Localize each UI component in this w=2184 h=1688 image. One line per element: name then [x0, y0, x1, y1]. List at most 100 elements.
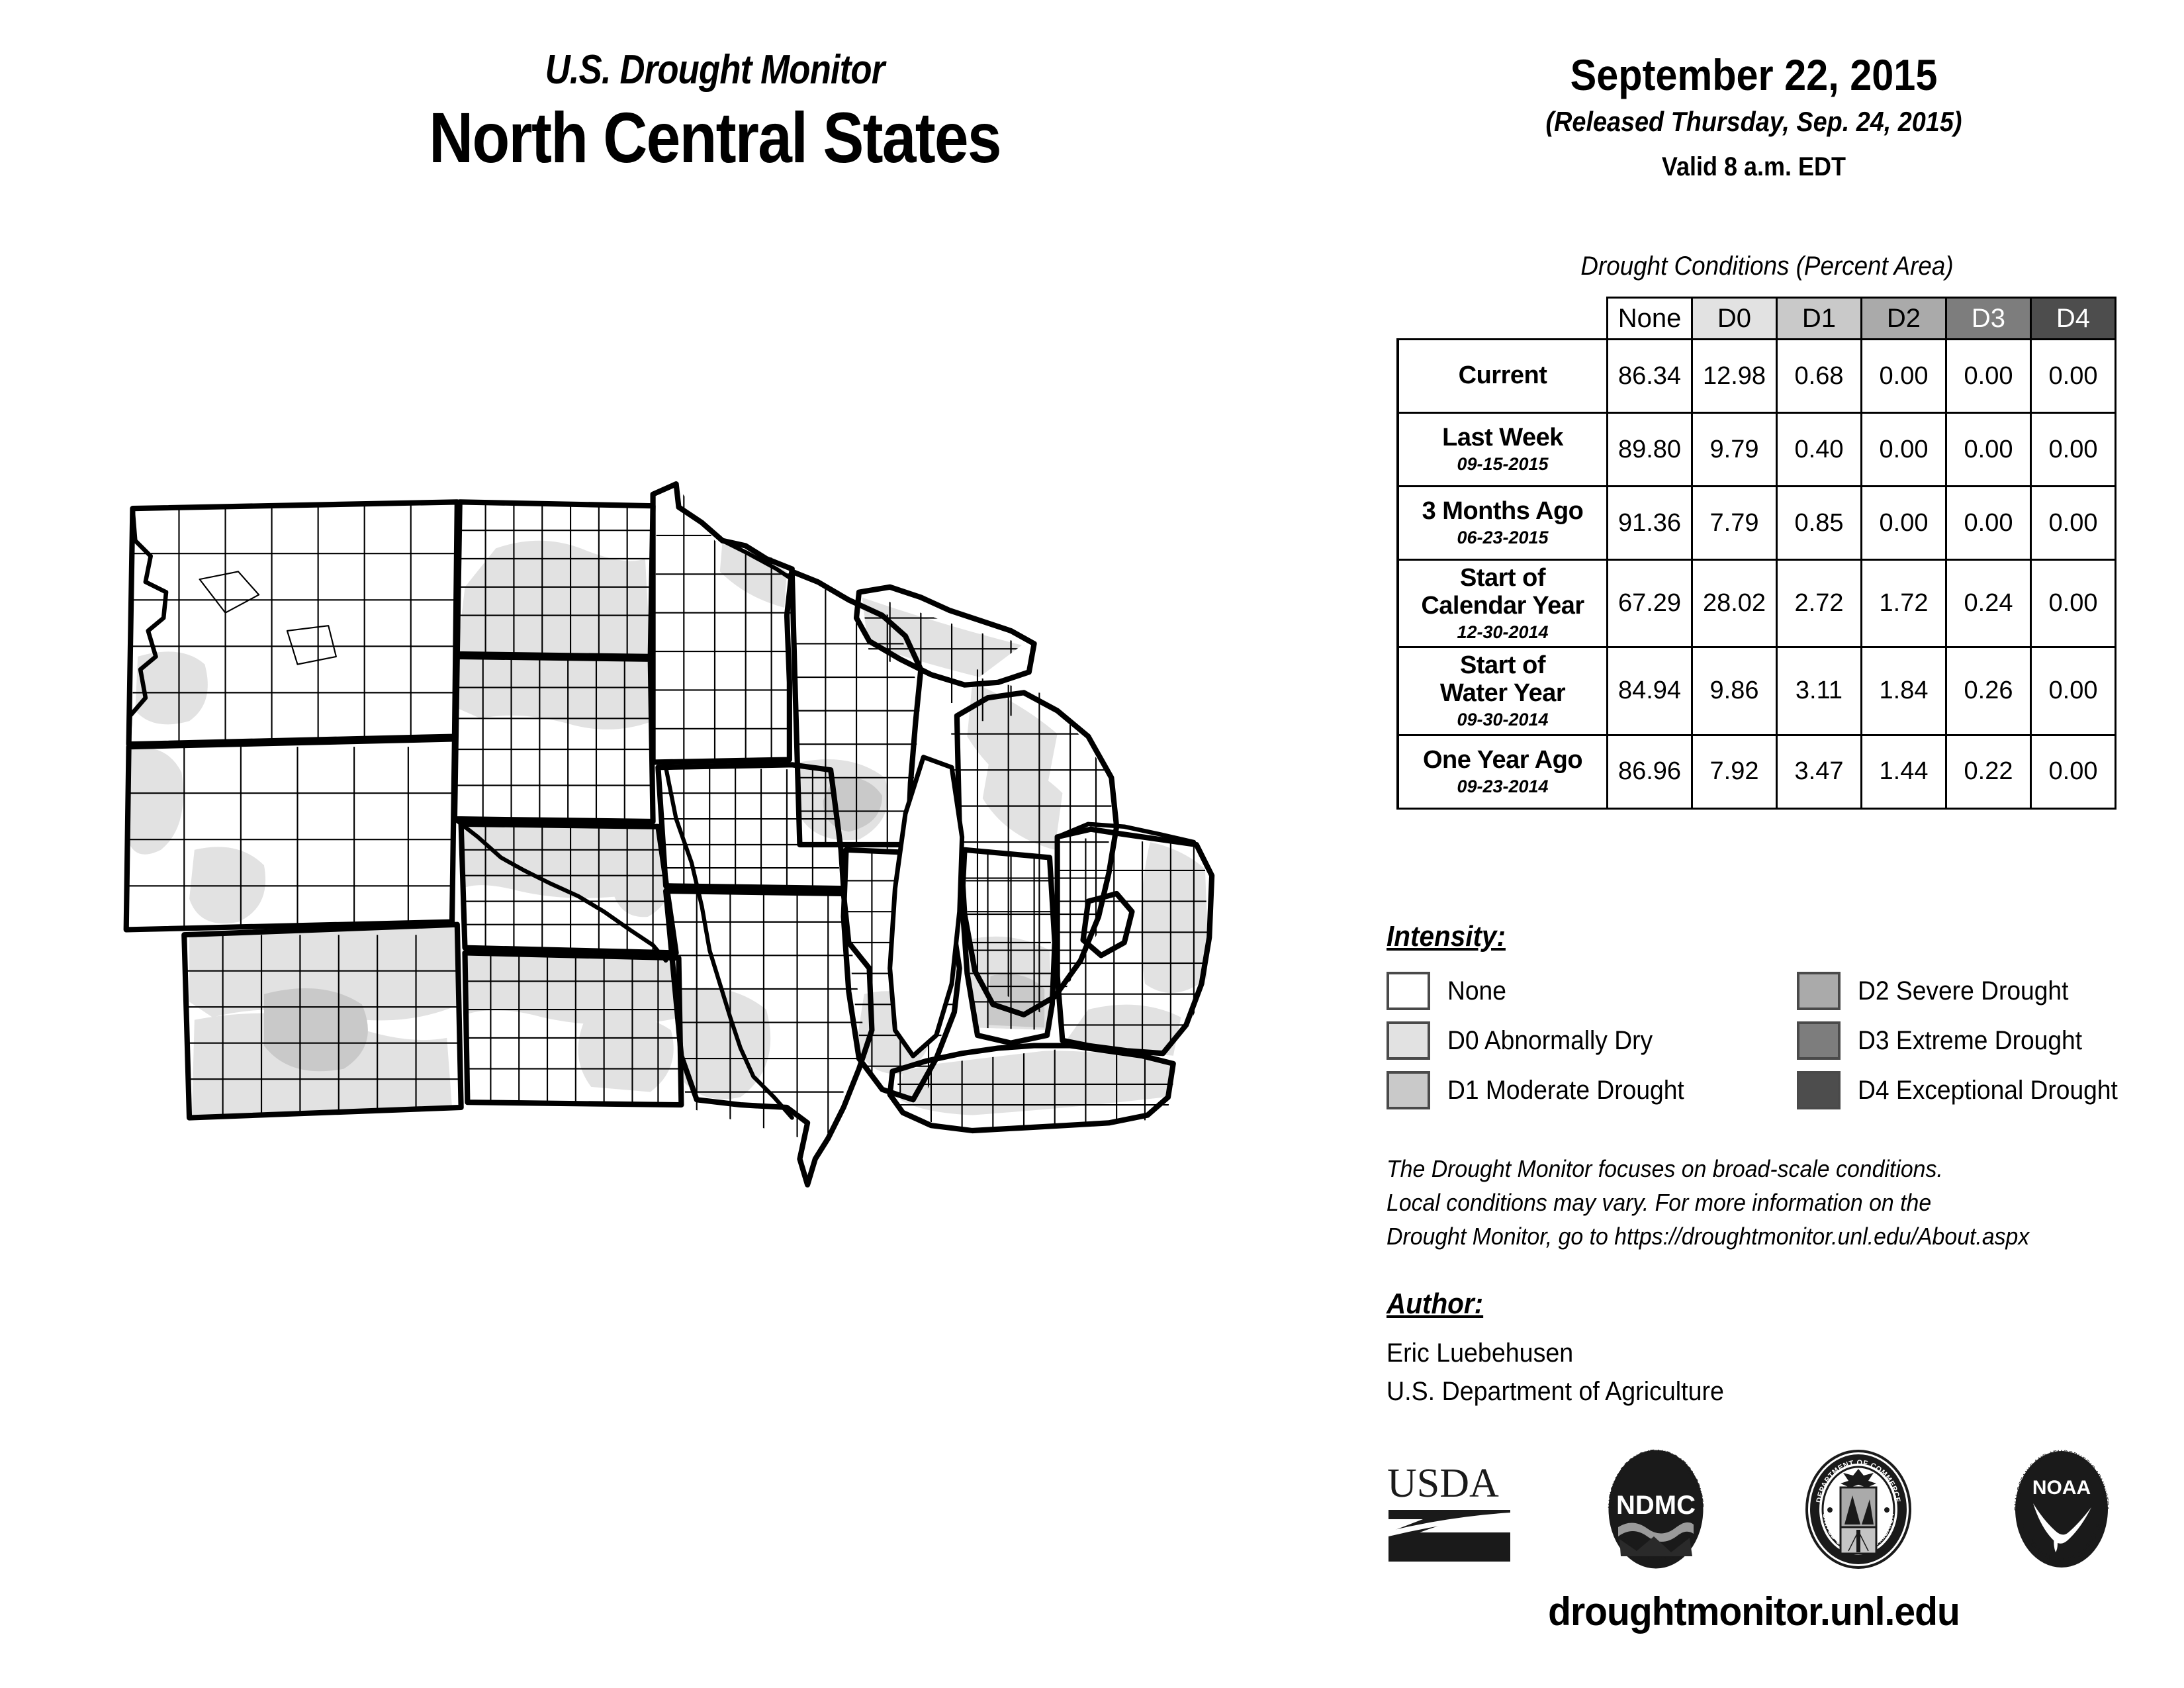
table-cell-none: 67.29: [1606, 558, 1693, 649]
legend-label: D4 Exceptional Drought: [1858, 1075, 2118, 1105]
table-cell-d4: 0.00: [2030, 558, 2116, 649]
table-corner-cell: [1398, 298, 1608, 340]
table-cell-d3: 0.24: [1945, 558, 2032, 649]
row-label: 3 Months Ago 06-23-2015: [1396, 485, 1608, 561]
row-label-line: 3 Months Ago: [1422, 497, 1584, 526]
author-block: Eric Luebehusen U.S. Department of Agric…: [1387, 1334, 1724, 1411]
table-cell-d0: 7.79: [1691, 485, 1778, 561]
table-cell-d1: 0.40: [1776, 412, 1862, 487]
table-header-row: None D0 D1 D2 D3 D4: [1398, 297, 2116, 340]
table-row: 3 Months Ago 06-23-2015 91.36 7.79 0.85 0.00 0…: [1396, 485, 2116, 561]
valid-date: September 22, 2015: [1570, 50, 1938, 99]
table-cell-none: 91.36: [1606, 485, 1693, 561]
table-cell-d0: 12.98: [1691, 338, 1778, 414]
table-cell-d4: 0.00: [2030, 485, 2116, 561]
released-date: (Released Thursday, Sep. 24, 2015): [1545, 106, 1962, 137]
drought-conditions-table: None D0 D1 D2 D3 D4 Current 86.34 12.98 0.68 0.00…: [1396, 297, 2116, 810]
row-label-date: 09-30-2014: [1457, 709, 1549, 729]
legend-item-d2: D2 Severe Drought: [1797, 972, 2084, 1010]
legend-swatch: [1387, 1021, 1430, 1060]
legend-label: D2 Severe Drought: [1858, 976, 2069, 1006]
page-subtitle: U.S. Drought Monitor: [545, 47, 886, 93]
table-cell-d2: 1.72: [1860, 558, 1947, 649]
row-label: One Year Ago 09-23-2014: [1396, 733, 1608, 810]
table-cell-d3: 0.00: [1945, 412, 2032, 487]
table-cell-d4: 0.00: [2030, 338, 2116, 414]
legend-label: D3 Extreme Drought: [1858, 1025, 2083, 1055]
intensity-heading: Intensity:: [1387, 920, 1506, 953]
legend-item-d4: D4 Exceptional Drought: [1797, 1071, 2137, 1109]
table-cell-none: 86.34: [1606, 338, 1693, 414]
legend-swatch: [1387, 1071, 1430, 1109]
logo-strip: USDA NATIONAL DROUGHT MITIGATION CENTER …: [1383, 1443, 2124, 1575]
row-label: Start of Calendar Year 12-30-2014: [1396, 558, 1608, 649]
table-row: One Year Ago 09-23-2014 86.96 7.92 3.47 1.44 0…: [1396, 733, 2116, 810]
legend-item-d0: D0 Abnormally Dry: [1387, 1021, 1668, 1060]
author-agency: U.S. Department of Agriculture: [1387, 1377, 1724, 1406]
table-header-d2: D2: [1860, 297, 1947, 340]
table-cell-d2: 0.00: [1860, 412, 1947, 487]
legend-item-none: None: [1387, 972, 1511, 1010]
usda-logo: USDA: [1387, 1461, 1510, 1562]
row-label-line: Start of: [1460, 651, 1546, 680]
table-header-d3: D3: [1945, 297, 2032, 340]
table-cell-d0: 9.79: [1691, 412, 1778, 487]
row-label: Start of Water Year 09-30-2014: [1396, 646, 1608, 736]
table-cell-d4: 0.00: [2030, 646, 2116, 736]
row-label-date: 09-23-2014: [1457, 776, 1549, 796]
legend-swatch: [1797, 1021, 1841, 1060]
legend-swatch: [1797, 1071, 1841, 1109]
table-header-d0: D0: [1691, 297, 1778, 340]
page-title-block: U.S. Drought Monitor North Central State…: [199, 50, 1231, 175]
row-label-line: Water Year: [1439, 679, 1566, 708]
page-title: North Central States: [429, 97, 1001, 177]
row-label-date: 06-23-2015: [1457, 528, 1549, 548]
table-cell-d1: 0.85: [1776, 485, 1862, 561]
drought-map[interactable]: [60, 463, 1370, 1417]
table-cell-d3: 0.00: [1945, 338, 2032, 414]
row-label-line: Start of: [1460, 564, 1546, 592]
footer-url: droughtmonitor.unl.edu: [1548, 1589, 1960, 1634]
svg-text:NOAA: NOAA: [2032, 1477, 2091, 1499]
legend-swatch: [1797, 972, 1841, 1010]
county-boundaries: [128, 484, 1210, 1144]
row-label: Current: [1396, 338, 1608, 414]
disclaimer-line-3: Drought Monitor, go to https://droughtmo…: [1387, 1223, 2030, 1250]
legend-item-d1: D1 Moderate Drought: [1387, 1071, 1702, 1109]
table-row: Start of Water Year 09-30-2014 84.94 9.86 3.1…: [1396, 646, 2116, 736]
table-cell-d2: 0.00: [1860, 485, 1947, 561]
legend-swatch: [1387, 972, 1430, 1010]
table-cell-d3: 0.22: [1945, 733, 2032, 810]
table-cell-d1: 2.72: [1776, 558, 1862, 649]
row-label: Last Week 09-15-2015: [1396, 412, 1608, 487]
legend-item-d3: D3 Extreme Drought: [1797, 1021, 2099, 1060]
date-block: September 22, 2015 (Released Thursday, S…: [1403, 53, 2105, 182]
table-row: Current 86.34 12.98 0.68 0.00 0.00 0.00: [1396, 338, 2116, 414]
table-cell-d3: 0.26: [1945, 646, 2032, 736]
table-cell-d2: 1.44: [1860, 733, 1947, 810]
table-cell-d3: 0.00: [1945, 485, 2032, 561]
table-body: Current 86.34 12.98 0.68 0.00 0.00 0.00 Last We…: [1396, 338, 2116, 810]
table-cell-d1: 3.47: [1776, 733, 1862, 810]
table-cell-none: 86.96: [1606, 733, 1693, 810]
row-label-line: Last Week: [1442, 424, 1563, 452]
row-label-date: 09-15-2015: [1457, 454, 1549, 475]
row-label-date: 12-30-2014: [1457, 622, 1549, 642]
author-name: Eric Luebehusen: [1387, 1338, 1574, 1368]
ndmc-logo: NATIONAL DROUGHT MITIGATION CENTER UNIVE…: [1607, 1448, 1704, 1569]
svg-text:NDMC: NDMC: [1616, 1491, 1696, 1520]
table-row: Last Week 09-15-2015 89.80 9.79 0.40 0.00 0.00…: [1396, 412, 2116, 487]
table-cell-d0: 28.02: [1691, 558, 1778, 649]
table-cell-d1: 3.11: [1776, 646, 1862, 736]
table-header-d1: D1: [1776, 297, 1862, 340]
table-cell-none: 84.94: [1606, 646, 1693, 736]
disclaimer-line-1: The Drought Monitor focuses on broad-sca…: [1387, 1155, 1943, 1182]
valid-time: Valid 8 a.m. EDT: [1661, 152, 1846, 181]
table-caption: Drought Conditions (Percent Area): [1580, 252, 1954, 281]
map-svg[interactable]: [60, 463, 1370, 1417]
table-cell-d0: 9.86: [1691, 646, 1778, 736]
table-cell-d0: 7.92: [1691, 733, 1778, 810]
svg-text:USDA: USDA: [1387, 1461, 1499, 1506]
table-cell-d2: 1.84: [1860, 646, 1947, 736]
table-header-none: None: [1606, 297, 1693, 340]
